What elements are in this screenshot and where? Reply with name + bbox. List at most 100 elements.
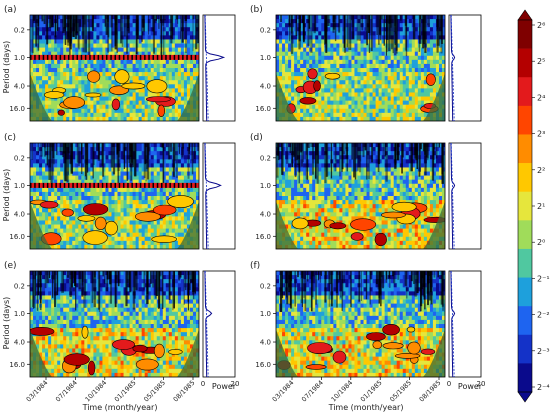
heatmap-cell [156, 43, 161, 49]
heatmap-cell [186, 163, 191, 168]
heatmap-cell [318, 39, 322, 44]
heatmap-cell [315, 104, 319, 110]
heatmap-cell [120, 96, 124, 102]
heatmap-cell [39, 59, 43, 65]
heatmap-cell [60, 232, 64, 238]
heatmap-cell [345, 84, 349, 89]
heatmap-cell [423, 55, 428, 61]
heatmap-cell [330, 51, 334, 57]
heatmap-cell [363, 92, 367, 97]
significance-region [57, 109, 65, 116]
heatmap-cell [45, 175, 49, 181]
noise-streak [161, 15, 164, 26]
heatmap-cell [177, 171, 182, 177]
heatmap-cell [189, 43, 194, 49]
heatmap-cell [345, 100, 349, 106]
heatmap-cell [78, 155, 82, 160]
heatmap-cell [324, 88, 328, 93]
heatmap-cell [108, 35, 112, 40]
heatmap-cell [165, 191, 170, 197]
heatmap-cell [279, 80, 283, 85]
heatmap-cell [327, 31, 331, 36]
heatmap-cell [117, 236, 121, 242]
heatmap-cell [96, 43, 100, 49]
heatmap-cell [363, 39, 367, 44]
heatmap-cell [357, 19, 361, 24]
heatmap-cell [138, 88, 143, 93]
heatmap-cell [72, 84, 76, 89]
heatmap-cell [63, 96, 67, 102]
heatmap-cell [153, 240, 158, 246]
heatmap-cell [309, 59, 313, 65]
heatmap-cell [141, 68, 146, 73]
heatmap-cell [36, 204, 40, 209]
heatmap-cell [108, 116, 112, 121]
heatmap-cell [141, 100, 146, 106]
heatmap-cell [54, 47, 58, 53]
heatmap-cell [369, 116, 373, 121]
heatmap-cell [36, 76, 40, 81]
heatmap-cell [120, 171, 124, 177]
heatmap-cell [48, 224, 52, 230]
heatmap-cell [111, 96, 115, 102]
heatmap-cell [57, 76, 61, 81]
noise-streak [52, 15, 54, 25]
noise-streak [78, 15, 80, 50]
heatmap-cell [84, 244, 88, 249]
panel-label: (b) [250, 5, 263, 15]
heatmap-cell [72, 216, 76, 221]
noise-streak [141, 15, 143, 42]
heatmap-cell [105, 147, 109, 152]
heatmap-cell [375, 96, 380, 102]
heatmap-cell [156, 112, 161, 118]
noise-streak [162, 15, 165, 56]
heatmap-cell [390, 51, 395, 57]
heatmap-cell [306, 116, 310, 121]
heatmap-cell [183, 63, 188, 69]
heatmap-cell [396, 108, 401, 114]
heatmap-cell [162, 167, 167, 172]
daily-band-contour [156, 182, 159, 188]
heatmap-cell [330, 96, 334, 102]
heatmap-cell [120, 51, 124, 57]
heatmap-cell [42, 23, 46, 28]
heatmap-cell [183, 35, 188, 40]
heatmap-cell [441, 19, 445, 24]
heatmap-cell [132, 228, 137, 234]
heatmap-cell [39, 220, 43, 225]
heatmap-cell [117, 47, 121, 53]
heatmap-cell [96, 47, 100, 53]
heatmap-cell [117, 171, 121, 177]
heatmap-cell [339, 23, 343, 28]
heatmap-cell [312, 143, 316, 148]
heatmap-cell [195, 200, 199, 205]
heatmap-cell [126, 216, 130, 221]
heatmap-cell [309, 104, 313, 110]
heatmap-cell [360, 104, 364, 110]
heatmap-cell [414, 88, 419, 93]
heatmap-cell [159, 224, 164, 230]
noise-streak [148, 15, 150, 35]
heatmap-cell [48, 84, 52, 89]
heatmap-cell [288, 59, 292, 65]
heatmap-cell [171, 179, 176, 185]
heatmap-cell [150, 100, 155, 106]
significance-region [425, 73, 436, 86]
heatmap-cell [279, 55, 283, 61]
heatmap-cell [162, 155, 167, 160]
heatmap-cell [432, 55, 437, 61]
heatmap-cell [174, 72, 179, 77]
heatmap-cell [78, 175, 82, 181]
heatmap-cell [141, 88, 146, 93]
heatmap-cell [45, 208, 49, 213]
heatmap-cell [54, 196, 58, 201]
daily-band-contour [177, 54, 180, 60]
heatmap-cell [90, 59, 94, 65]
heatmap-cell [342, 55, 346, 61]
heatmap-cell [420, 147, 425, 152]
heatmap-cell [342, 143, 346, 148]
heatmap-cell [288, 51, 292, 57]
heatmap-cell [141, 163, 146, 168]
heatmap-cell [99, 108, 103, 114]
